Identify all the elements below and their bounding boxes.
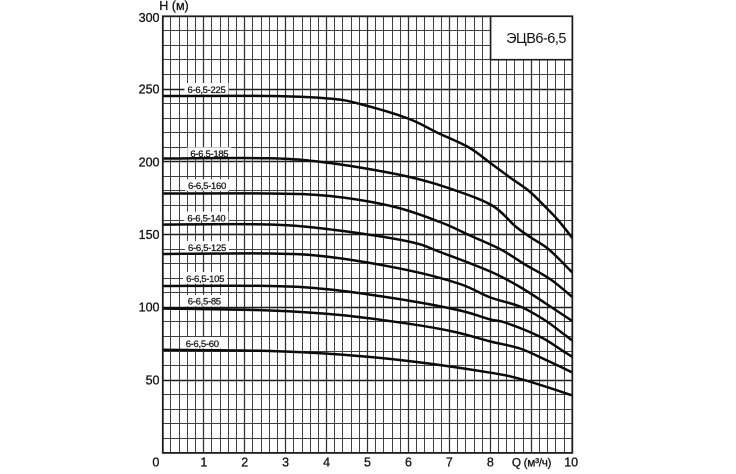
svg-text:6: 6 xyxy=(405,456,412,470)
svg-text:5: 5 xyxy=(364,456,371,470)
svg-text:50: 50 xyxy=(146,373,160,387)
svg-text:ЭЦВ6-6,5: ЭЦВ6-6,5 xyxy=(506,31,566,47)
svg-text:2: 2 xyxy=(241,456,248,470)
svg-text:300: 300 xyxy=(139,11,160,25)
svg-text:100: 100 xyxy=(139,301,160,315)
svg-text:200: 200 xyxy=(139,155,160,169)
svg-text:H (м): H (м) xyxy=(159,0,188,13)
svg-text:6-6,5-140: 6-6,5-140 xyxy=(187,214,225,225)
svg-text:10: 10 xyxy=(564,456,578,470)
svg-text:6-6,5-125: 6-6,5-125 xyxy=(188,243,226,254)
svg-text:250: 250 xyxy=(139,83,160,97)
svg-text:6-6,5-85: 6-6,5-85 xyxy=(188,297,221,308)
svg-text:150: 150 xyxy=(139,228,160,242)
svg-text:6-6,5-225: 6-6,5-225 xyxy=(188,85,226,96)
svg-text:8: 8 xyxy=(487,456,494,470)
svg-text:6-6,5-160: 6-6,5-160 xyxy=(188,181,226,192)
svg-text:6-6,5-105: 6-6,5-105 xyxy=(186,274,224,285)
svg-text:3: 3 xyxy=(282,456,289,470)
svg-text:1: 1 xyxy=(200,456,207,470)
svg-text:7: 7 xyxy=(446,456,453,470)
svg-text:0: 0 xyxy=(152,456,159,470)
svg-text:Q (м³/ч): Q (м³/ч) xyxy=(512,456,552,470)
svg-text:6-6,5-185: 6-6,5-185 xyxy=(190,149,228,160)
svg-text:4: 4 xyxy=(323,456,330,470)
svg-text:6-6,5-60: 6-6,5-60 xyxy=(186,339,219,350)
